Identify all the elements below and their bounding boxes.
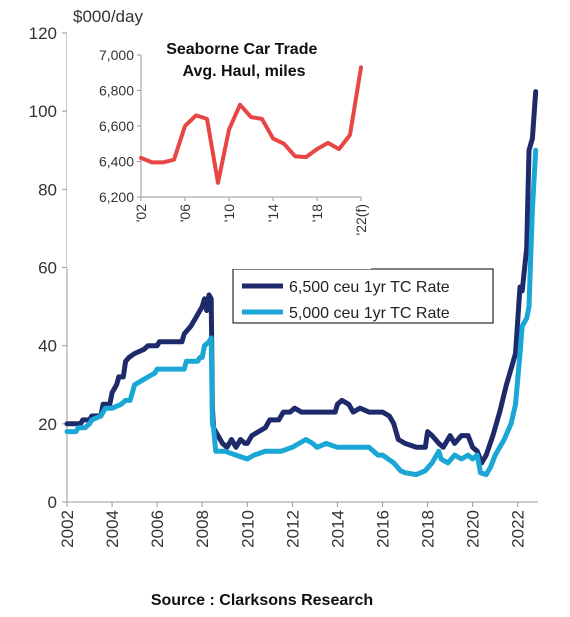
inset-x-tick-label: '18 — [309, 204, 325, 222]
inset-x-tick-label: '14 — [265, 204, 281, 222]
legend-label-5000: 5,000 ceu 1yr TC Rate — [289, 305, 450, 322]
x-tick-label: 2020 — [464, 510, 483, 548]
x-tick-label: 2002 — [58, 510, 77, 548]
x-tick-label: 2014 — [328, 510, 347, 548]
x-tick-label: 2012 — [283, 510, 302, 548]
y-tick-label: 40 — [38, 337, 57, 356]
inset-chart: Seaborne Car Trade Avg. Haul, miles 6,20… — [67, 33, 371, 269]
inset-y-tick-label: 6,400 — [99, 154, 134, 170]
inset-y-tick-label: 7,000 — [99, 47, 134, 63]
legend: 6,500 ceu 1yr TC Rate 5,000 ceu 1yr TC R… — [232, 268, 494, 324]
inset-chart-axes: 6,200 6,400 6,600 6,800 7,000 '02 '06 '10 '14 '18… — [99, 47, 369, 235]
y-tick-label: 0 — [48, 493, 57, 512]
inset-frame — [67, 33, 371, 269]
y-tick-label: 80 — [38, 180, 57, 199]
x-tick-label: 2004 — [103, 510, 122, 548]
y-tick-label: 120 — [29, 24, 57, 43]
inset-x-tick-label: '22(f) — [353, 204, 369, 235]
main-chart-series — [64, 89, 539, 478]
x-tick-label: 2010 — [238, 510, 257, 548]
series-line-5000ceu — [64, 147, 539, 478]
inset-x-tick-label: '10 — [221, 204, 237, 222]
legend-label-6500: 6,500 ceu 1yr TC Rate — [289, 279, 450, 296]
main-chart-axes: 0 20 40 60 80 100 120 2002 2004 2006 2008 2010 2012 2… — [29, 24, 538, 548]
inset-x-tick-label: '02 — [133, 204, 149, 222]
x-tick-label: 2006 — [148, 510, 167, 548]
series-line-6500ceu — [64, 89, 539, 466]
inset-y-tick-label: 6,200 — [99, 189, 134, 205]
x-tick-label: 2008 — [193, 510, 212, 548]
x-tick-label: 2016 — [374, 510, 393, 548]
inset-y-tick-label: 6,600 — [99, 118, 134, 134]
inset-title: Seaborne Car Trade Avg. Haul, miles — [166, 41, 322, 80]
inset-chart-series — [139, 65, 363, 185]
y-tick-label: 20 — [38, 415, 57, 434]
y-tick-label: 100 — [29, 102, 57, 121]
y-tick-label: 60 — [38, 259, 57, 278]
y-axis-unit-label: $000/day — [73, 7, 143, 26]
inset-y-tick-label: 6,800 — [99, 83, 134, 99]
source-caption: Source : Clarksons Research — [151, 592, 373, 609]
inset-x-tick-label: '06 — [177, 204, 193, 222]
inset-series-line-avg-haul — [139, 65, 363, 185]
x-tick-label: 2022 — [509, 510, 528, 548]
x-tick-label: 2018 — [419, 510, 438, 548]
